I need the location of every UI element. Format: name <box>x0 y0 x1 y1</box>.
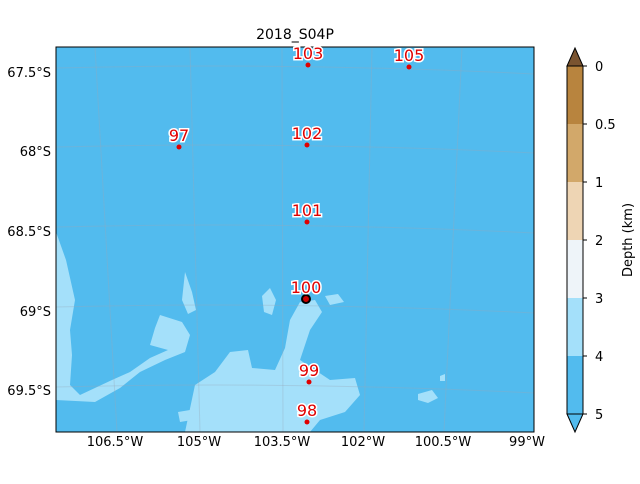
grid-line <box>55 144 535 154</box>
stations: 103 105 97 102 101 100 99 98 <box>167 43 426 425</box>
shallow-areas <box>56 232 445 432</box>
colorbar-tick-label: 0.5 <box>595 118 616 133</box>
grid-line <box>55 304 535 314</box>
colorbar-band <box>567 66 583 124</box>
colorbar-tick-label: 5 <box>595 408 603 423</box>
colorbar-extend-top <box>566 46 584 67</box>
station-marker <box>304 142 310 148</box>
graticule <box>55 46 535 433</box>
station-marker <box>304 419 310 425</box>
colorbar-tick-label: 4 <box>595 350 603 365</box>
grid-line <box>443 46 463 433</box>
station-label: 103 <box>293 44 324 63</box>
station-marker <box>304 219 310 225</box>
colorbar-band <box>567 182 583 240</box>
y-tick-label: 69.5°S <box>7 384 51 399</box>
selected-station <box>301 294 311 304</box>
grid-line <box>189 46 201 433</box>
station-label: 101 <box>292 201 323 220</box>
map-frame <box>55 46 535 433</box>
map-area <box>55 46 535 433</box>
x-tick-label: 100.5°W <box>415 435 472 450</box>
station-marker <box>305 62 311 68</box>
station-marker <box>406 64 412 70</box>
colorbar-band <box>567 240 583 298</box>
station-marker <box>306 379 312 385</box>
grid-line <box>55 224 535 234</box>
station-label: 98 <box>297 401 317 420</box>
x-tick-label: 102°W <box>341 435 385 450</box>
y-tick-label: 68°S <box>20 145 51 160</box>
station-label: 105 <box>394 46 425 65</box>
colorbar: 0 0.5 1 2 3 4 5 Depth (km) <box>566 46 636 434</box>
y-tick-label: 69°S <box>20 305 51 320</box>
station-label: 102 <box>292 124 323 143</box>
colorbar-band <box>567 124 583 182</box>
colorbar-band <box>567 298 583 356</box>
colorbar-tick-label: 3 <box>595 292 603 307</box>
colorbar-label: Depth (km) <box>621 203 636 277</box>
x-tick-label: 99°W <box>509 435 545 450</box>
y-tick-label: 68.5°S <box>7 225 51 240</box>
x-tick-label: 105°W <box>177 435 221 450</box>
colorbar-extend-bottom <box>566 413 584 434</box>
x-tick-label: 103.5°W <box>254 435 311 450</box>
colorbar-tick-label: 2 <box>595 234 603 249</box>
station-label: 100 <box>291 278 322 297</box>
station-label: 97 <box>169 126 189 145</box>
colorbar-tick-label: 0 <box>595 60 603 75</box>
grid-line <box>281 46 284 433</box>
grid-line <box>55 65 535 75</box>
grid-line <box>94 46 118 433</box>
axis-labels: 106.5°W 105°W 103.5°W 102°W 100.5°W 99°W 67.5°… <box>7 66 545 450</box>
grid-line <box>55 384 535 394</box>
map-title: 2018_S04P <box>256 27 334 43</box>
station-marker <box>176 144 182 150</box>
colorbar-tick-label: 1 <box>595 176 603 191</box>
colorbar-band <box>567 356 583 414</box>
x-tick-label: 106.5°W <box>87 435 144 450</box>
station-label: 99 <box>299 361 319 380</box>
y-tick-label: 67.5°S <box>7 66 51 81</box>
grid-line <box>363 46 373 433</box>
